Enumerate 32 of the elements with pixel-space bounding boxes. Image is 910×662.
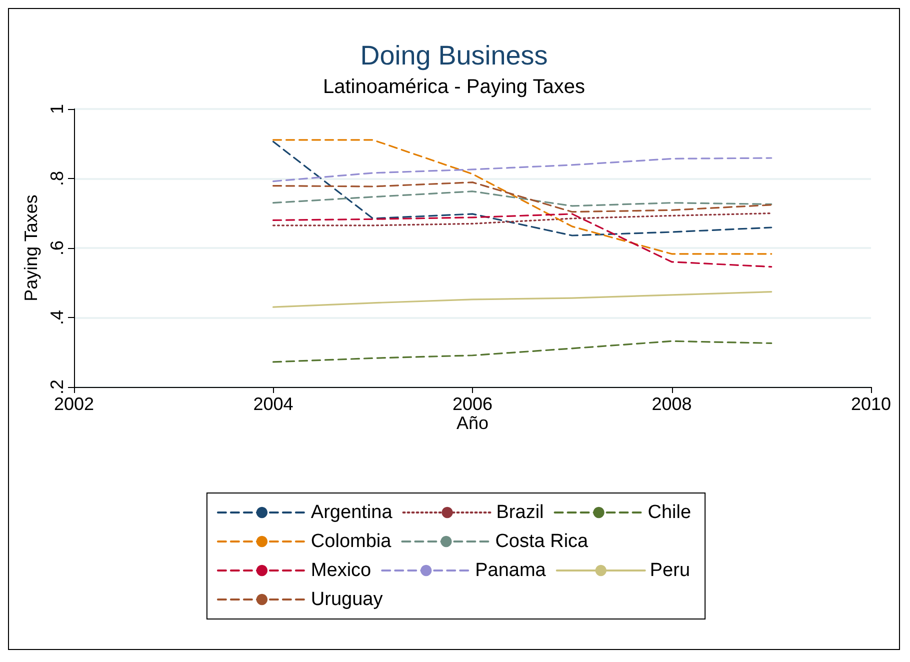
legend-label: Panama	[475, 560, 546, 581]
chart-subtitle: Latinoamérica - Paying Taxes	[323, 76, 585, 98]
legend-label: Costa Rica	[495, 531, 589, 552]
y-axis-title: Paying Taxes	[21, 194, 42, 302]
line-series	[272, 157, 772, 182]
y-tick-label: .8	[47, 170, 67, 186]
x-tick-label: 2006	[452, 394, 493, 414]
x-tick-label: 2010	[850, 394, 892, 414]
x-tick-label: 2004	[253, 394, 294, 414]
legend-label: Peru	[650, 560, 690, 581]
legend-label: Colombia	[310, 531, 392, 552]
y-tick-label: .4	[47, 310, 67, 326]
y-tick-label: 1	[47, 104, 67, 114]
legend-label: Brazil	[496, 502, 544, 523]
x-tick-label: 2008	[652, 394, 692, 414]
line-series	[272, 139, 772, 255]
legend-label: Uruguay	[310, 589, 384, 610]
line-series	[272, 340, 772, 363]
x-tick-label: 2002	[54, 394, 94, 414]
x-axis-title: Año	[456, 412, 489, 433]
line-series	[272, 182, 772, 213]
line-series	[272, 190, 772, 207]
line-series	[272, 290, 772, 308]
y-tick-label: .2	[47, 379, 67, 395]
legend-label: Argentina	[310, 502, 393, 523]
y-tick-label: .6	[47, 240, 67, 256]
line-series	[272, 140, 772, 236]
line-series	[272, 213, 772, 268]
legend-label: Chile	[648, 502, 692, 523]
line-series	[272, 212, 772, 226]
chart-title: Doing Business	[360, 40, 548, 70]
legend-label: Mexico	[310, 560, 372, 581]
